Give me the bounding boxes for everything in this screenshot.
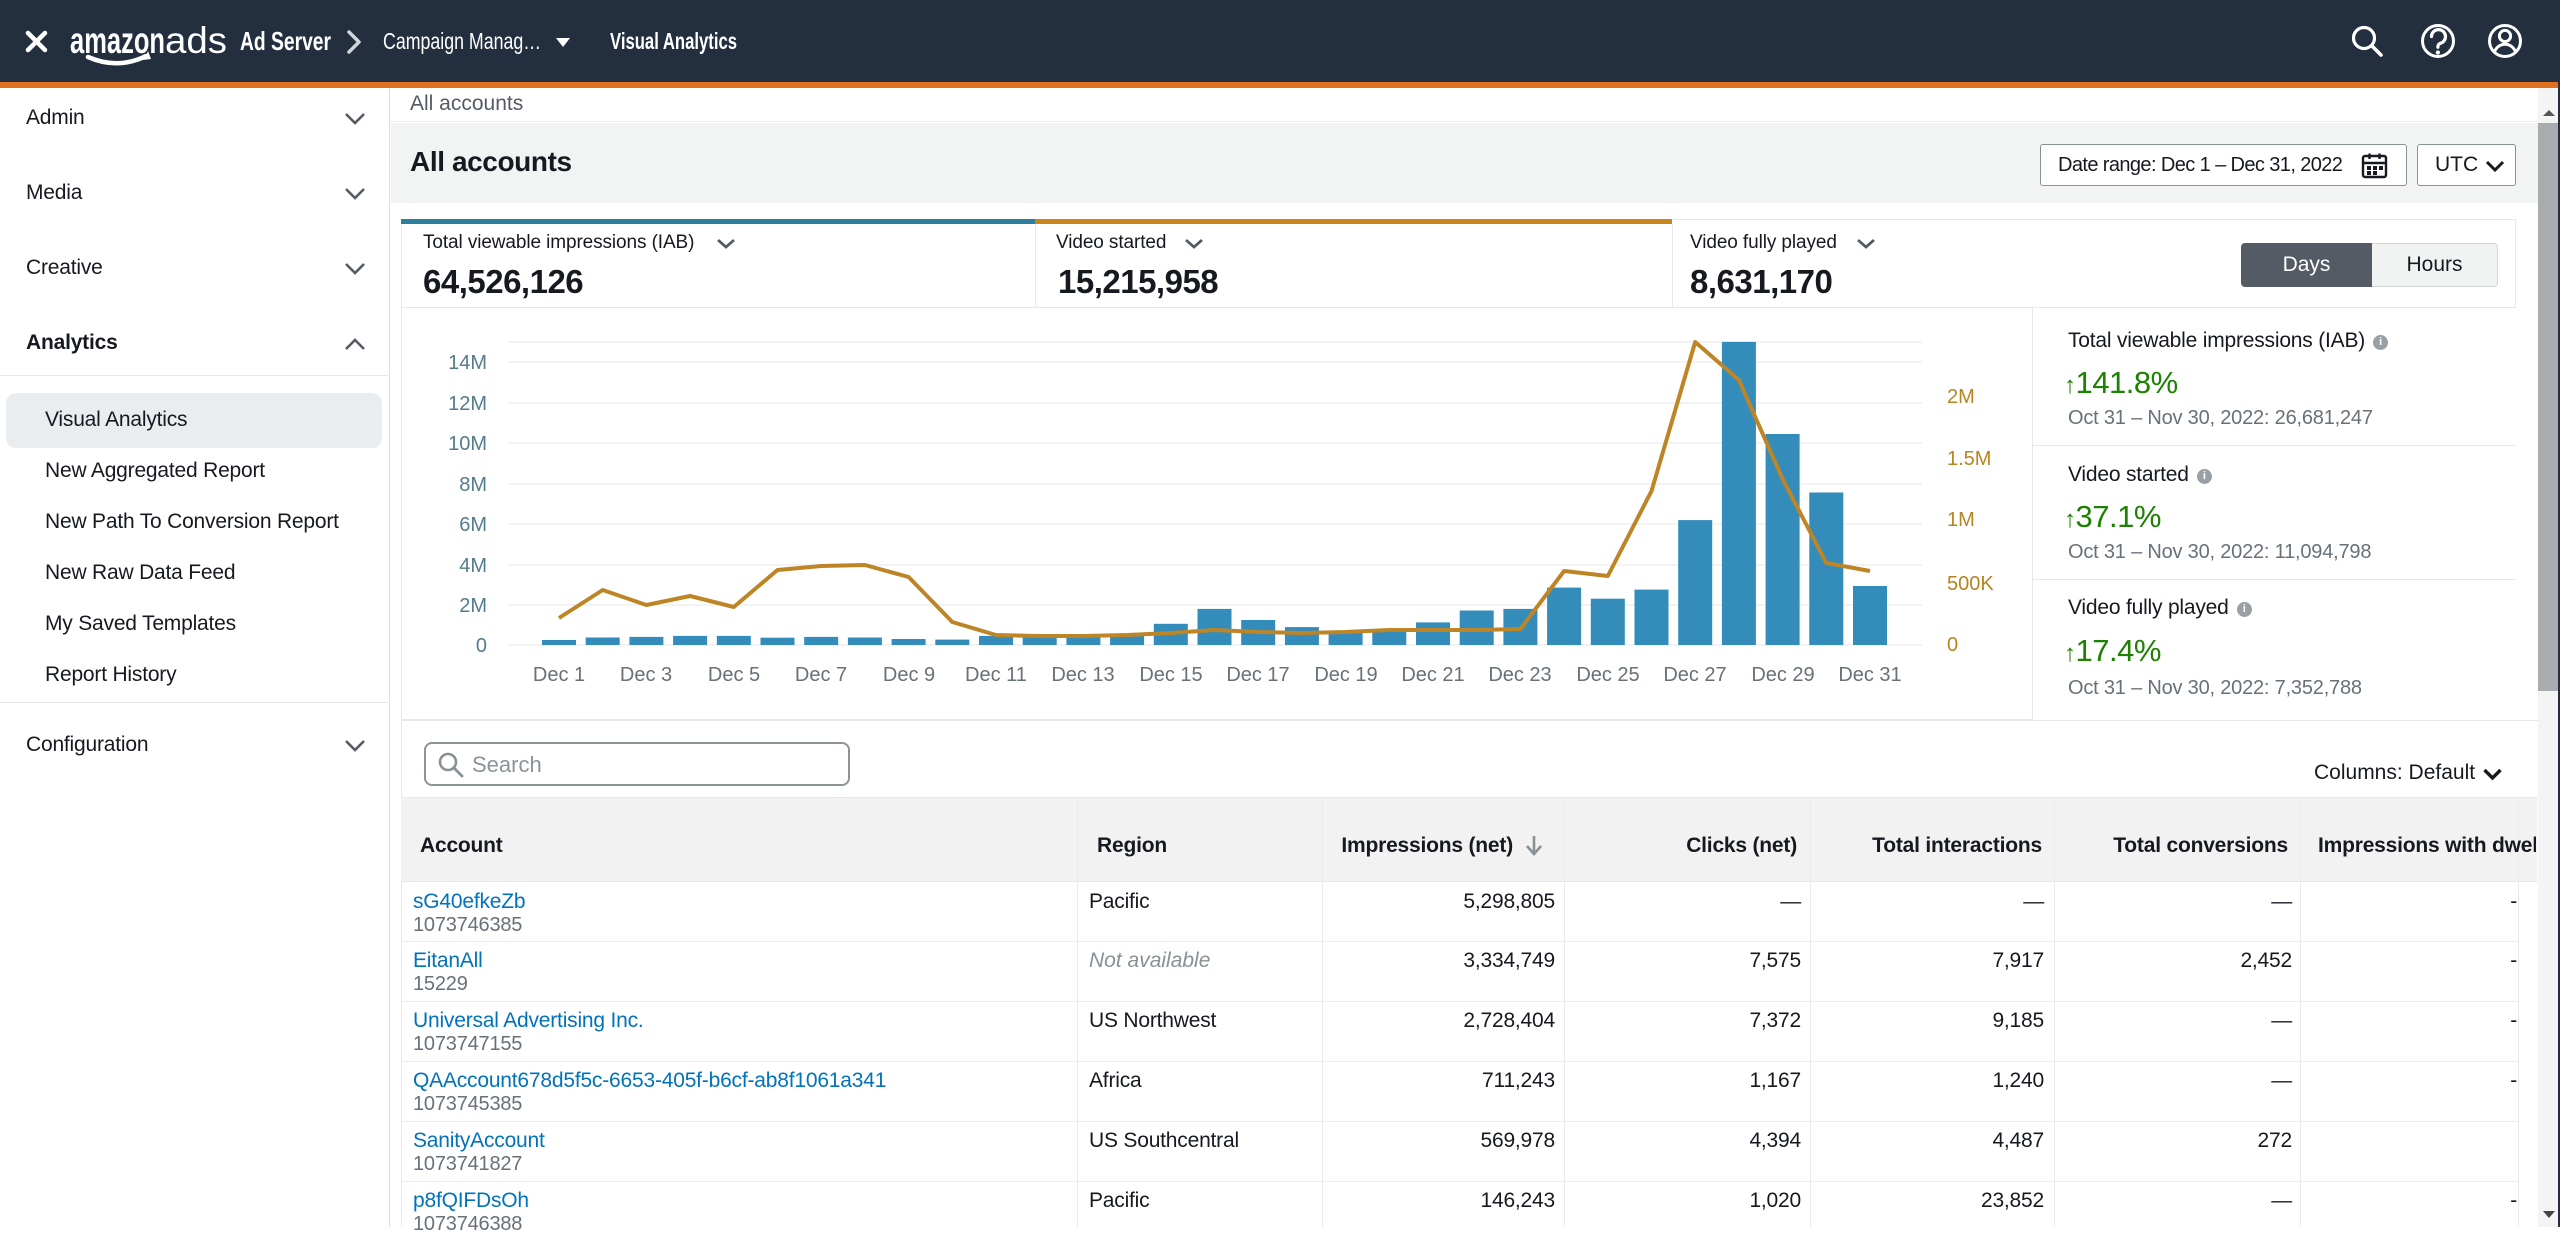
svg-text:Dec 11: Dec 11 [965, 664, 1027, 686]
svg-text:Visual Analytics: Visual Analytics [610, 28, 737, 54]
svg-text:Dec 23: Dec 23 [1488, 664, 1551, 686]
svg-text:Dec 9: Dec 9 [883, 664, 935, 686]
svg-text:10M: 10M [448, 433, 487, 455]
svg-text:14M: 14M [448, 352, 487, 374]
svg-text:1.5M: 1.5M [1947, 448, 1991, 470]
svg-text:Dec 31: Dec 31 [1838, 664, 1901, 686]
svg-text:0: 0 [476, 635, 487, 657]
svg-text:Dec 7: Dec 7 [795, 664, 847, 686]
svg-text:Dec 17: Dec 17 [1226, 664, 1289, 686]
svg-text:Ad Server: Ad Server [240, 26, 331, 56]
svg-text:1M: 1M [1947, 509, 1975, 531]
svg-text:2M: 2M [1947, 386, 1975, 408]
svg-text:4M: 4M [459, 555, 487, 577]
svg-text:0: 0 [1947, 634, 1958, 656]
svg-text:12M: 12M [448, 393, 487, 415]
svg-text:ads: ads [165, 20, 227, 61]
svg-text:Dec 27: Dec 27 [1663, 664, 1726, 686]
svg-text:Dec 21: Dec 21 [1401, 664, 1464, 686]
svg-text:Dec 1: Dec 1 [533, 664, 585, 686]
svg-text:6M: 6M [459, 514, 487, 536]
svg-text:Dec 3: Dec 3 [620, 664, 672, 686]
svg-text:Dec 25: Dec 25 [1576, 664, 1639, 686]
svg-text:Dec 5: Dec 5 [708, 664, 760, 686]
svg-text:Dec 19: Dec 19 [1314, 664, 1377, 686]
svg-text:Campaign Manag…: Campaign Manag… [383, 28, 541, 54]
svg-text:2M: 2M [459, 595, 487, 617]
svg-text:Dec 13: Dec 13 [1051, 664, 1114, 686]
svg-text:Dec 15: Dec 15 [1139, 664, 1202, 686]
svg-text:500K: 500K [1947, 573, 1994, 595]
svg-text:Dec 29: Dec 29 [1751, 664, 1814, 686]
svg-text:8M: 8M [459, 474, 487, 496]
svg-text:amazon: amazon [70, 20, 165, 61]
